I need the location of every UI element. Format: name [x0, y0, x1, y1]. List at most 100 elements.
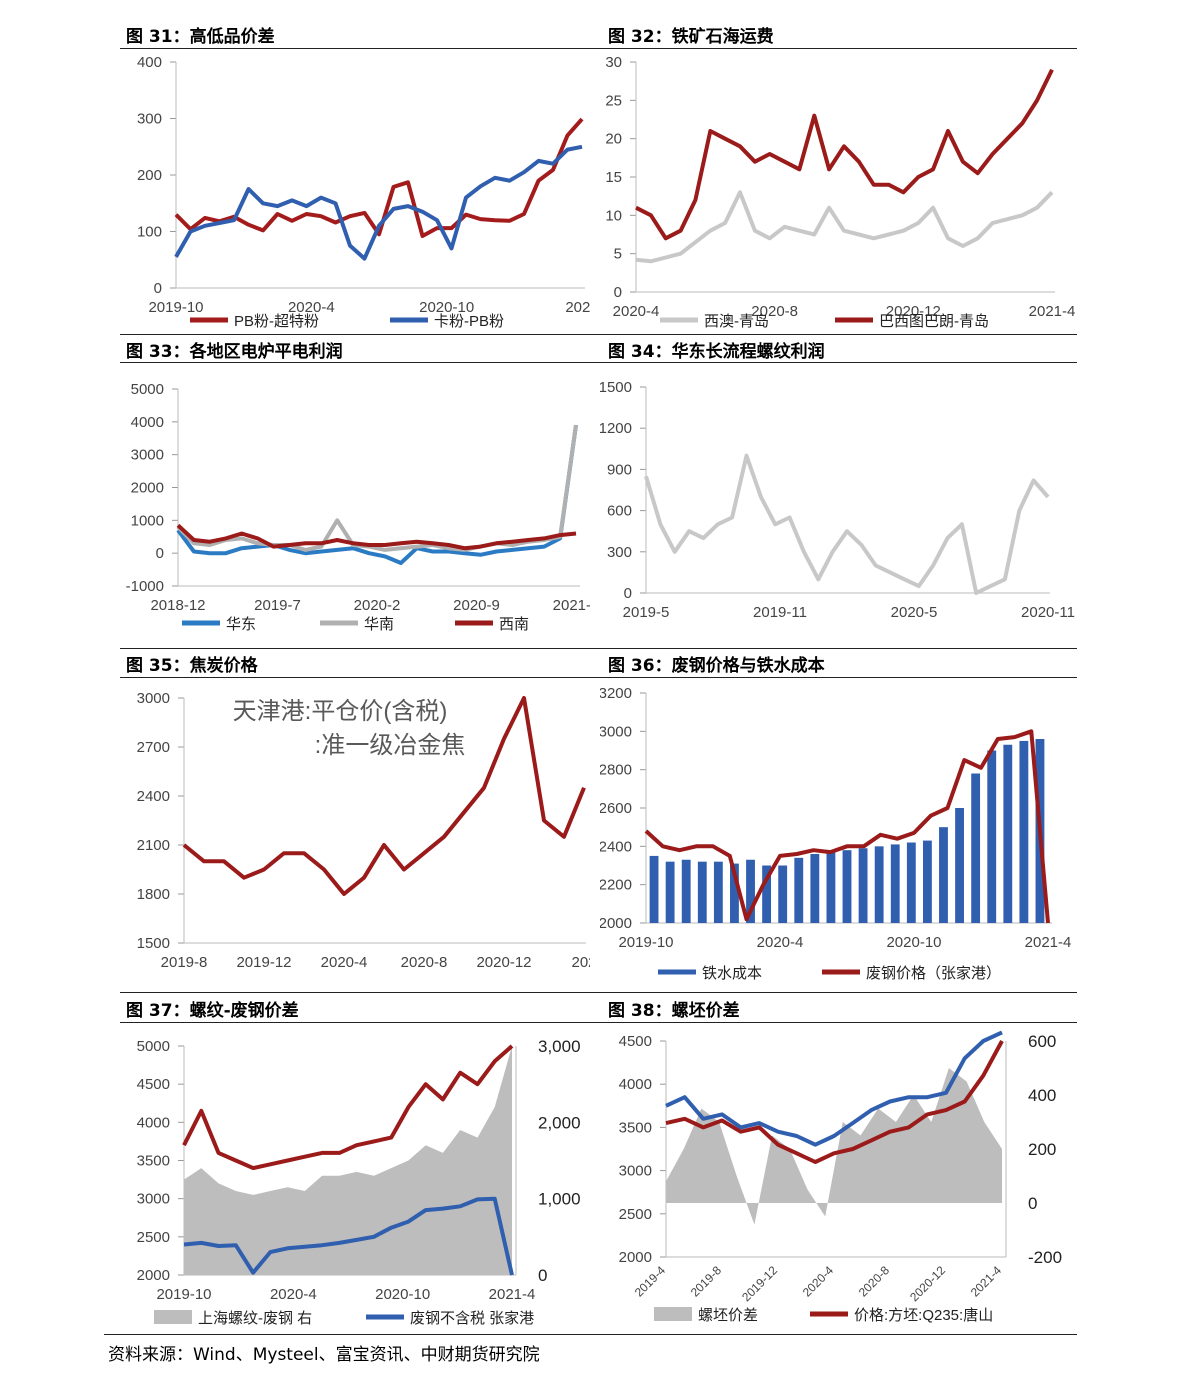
x-tick-label: 2020-11 [1021, 604, 1075, 621]
x-tick-label: 2020-12 [886, 303, 941, 320]
y-tick-label: 900 [607, 461, 632, 478]
y-tick-label: 1200 [600, 420, 632, 437]
y-tick-label: 3200 [600, 685, 632, 702]
bar [746, 859, 755, 923]
bar [649, 855, 659, 923]
y-tick-label: 2000 [137, 1267, 170, 1284]
legend-label: 铁水成本 [702, 965, 762, 982]
y-tick-label: 10 [605, 207, 622, 224]
y-tick-label: 0 [614, 284, 622, 301]
x-tick-label: 2021-4 [1029, 303, 1076, 320]
chart31-plot: 0 100 200 300 400 2019-10 2020-4 2020-10 2021 PB粉… [137, 54, 590, 330]
bar [939, 827, 948, 923]
x-tick-label: 2020-4 [321, 954, 368, 971]
legend-label: 华南 [364, 616, 394, 633]
x-tick-label: 2020-4 [288, 299, 335, 316]
x-tick-label: 2021-4 [1025, 934, 1072, 951]
y-tick-label: 2000 [600, 915, 632, 932]
y-tick-label: 5000 [131, 381, 164, 398]
y-tick-label: 15 [605, 169, 622, 186]
y-tick-label: 3500 [137, 1153, 170, 1170]
series-line-价格:方坯:Q235:唐山 [665, 1040, 1004, 1164]
chart36-plot: 2000 2200 2400 2600 2800 3000 3200 2019-10 2020-… [600, 685, 1072, 982]
x-tick-label: 2020-10 [375, 1286, 430, 1303]
series-line-PB粉-超特粉 [174, 117, 584, 238]
y2-tick-label: 1,000 [538, 1190, 581, 1209]
legend-label: 螺坯价差 [698, 1307, 758, 1324]
bar [890, 844, 900, 923]
bar [778, 865, 788, 923]
chart33-title: 图 33：各地区电炉平电利润 [126, 342, 343, 362]
chart33-plot: -1000 0 1000 2000 3000 4000 5000 2018-12 2019-7 2… [126, 381, 590, 633]
y-tick-label: 0 [624, 585, 632, 602]
x-tick-label: 2019-5 [623, 604, 670, 621]
y-tick-label: 30 [605, 54, 622, 71]
bar [794, 857, 804, 923]
y-tick-label: 2100 [137, 837, 170, 854]
y-tick-label: 4000 [619, 1076, 652, 1093]
series-line-西南 [176, 523, 577, 551]
y-tick-label: 4000 [131, 414, 164, 431]
legend-label: 西澳-青岛 [704, 313, 769, 330]
y-tick-label: 3000 [600, 723, 632, 740]
bar [842, 850, 852, 923]
y2-tick-label: 600 [1028, 1032, 1056, 1051]
x-tick-label: 2019-8 [688, 1263, 725, 1300]
y2-tick-label: 2,000 [538, 1113, 581, 1132]
x-tick-label: 2020-10 [419, 299, 474, 316]
x-tick-label: 2019-10 [156, 1286, 211, 1303]
x-tick-label: 2020-8 [751, 303, 798, 320]
y-tick-label: 1500 [137, 935, 170, 952]
legend-label: 西南 [499, 616, 529, 633]
x-tick-label: 2020-4 [757, 934, 804, 951]
y-tick-label: 400 [137, 54, 162, 71]
y-tick-label: 100 [137, 224, 162, 241]
chart32-title: 图 32：铁矿石海运费 [608, 27, 774, 47]
bar [713, 861, 723, 923]
x-tick-label: 2020-12 [907, 1263, 948, 1304]
y-tick-label: 2500 [137, 1229, 170, 1246]
x-tick-label: 2020-4 [613, 303, 660, 320]
bar [826, 850, 836, 923]
bar [762, 865, 772, 923]
y-tick-label: 200 [137, 167, 162, 184]
series-line-华东 [176, 424, 578, 565]
y-tick-label: 3000 [131, 447, 164, 464]
y-tick-label: 4500 [619, 1033, 652, 1050]
bar [1019, 740, 1029, 923]
bar [810, 854, 820, 923]
chart38-title: 图 38：螺坯价差 [608, 1001, 740, 1021]
y-tick-label: 3000 [619, 1163, 652, 1180]
bar [665, 861, 675, 923]
legend-title-line2: :准一级冶金焦 [315, 732, 466, 759]
y-tick-label: 300 [137, 111, 162, 128]
y-tick-label: 2000 [619, 1249, 652, 1266]
y-tick-label: 5 [614, 246, 622, 263]
x-tick-label: 2019-10 [148, 299, 203, 316]
x-tick-label: 2019-12 [739, 1263, 780, 1304]
y-tick-label: 25 [605, 92, 622, 109]
x-tick-label: 2020-8 [856, 1263, 893, 1300]
legend-label: 华东 [226, 616, 256, 633]
series-line-天津港:平仓价(含税):准一级冶金焦 [182, 696, 586, 896]
series-area-上海螺纹-废钢 右 [184, 1046, 512, 1275]
x-tick-label: 2019-10 [618, 934, 673, 951]
x-tick-label: 2020-9 [453, 597, 500, 614]
y-tick-label: 300 [607, 544, 632, 561]
bar [922, 840, 932, 923]
chart38-plot: 2000 2500 3000 3500 4000 4500 -200 0 200 400 600 20… [619, 1030, 1062, 1324]
bar [971, 773, 981, 923]
y-tick-label: 4000 [137, 1114, 170, 1131]
y-tick-label: 2000 [131, 480, 164, 497]
legend-label: 废钢价格（张家港） [866, 965, 1001, 982]
y-tick-label: 600 [607, 503, 632, 520]
y2-tick-label: 200 [1028, 1140, 1056, 1159]
legend-swatch [654, 1307, 692, 1321]
legend-label: PB粉-超特粉 [234, 313, 319, 330]
y-tick-label: 1500 [600, 379, 632, 396]
source-note: 资料来源：Wind、Mysteel、富宝资讯、中财期货研究院 [108, 1345, 540, 1365]
x-tick-label: 2021 [565, 299, 590, 316]
series-line-废钢价格（张家港） [644, 729, 1050, 924]
bar [681, 859, 691, 923]
series-line-华南 [176, 424, 578, 552]
